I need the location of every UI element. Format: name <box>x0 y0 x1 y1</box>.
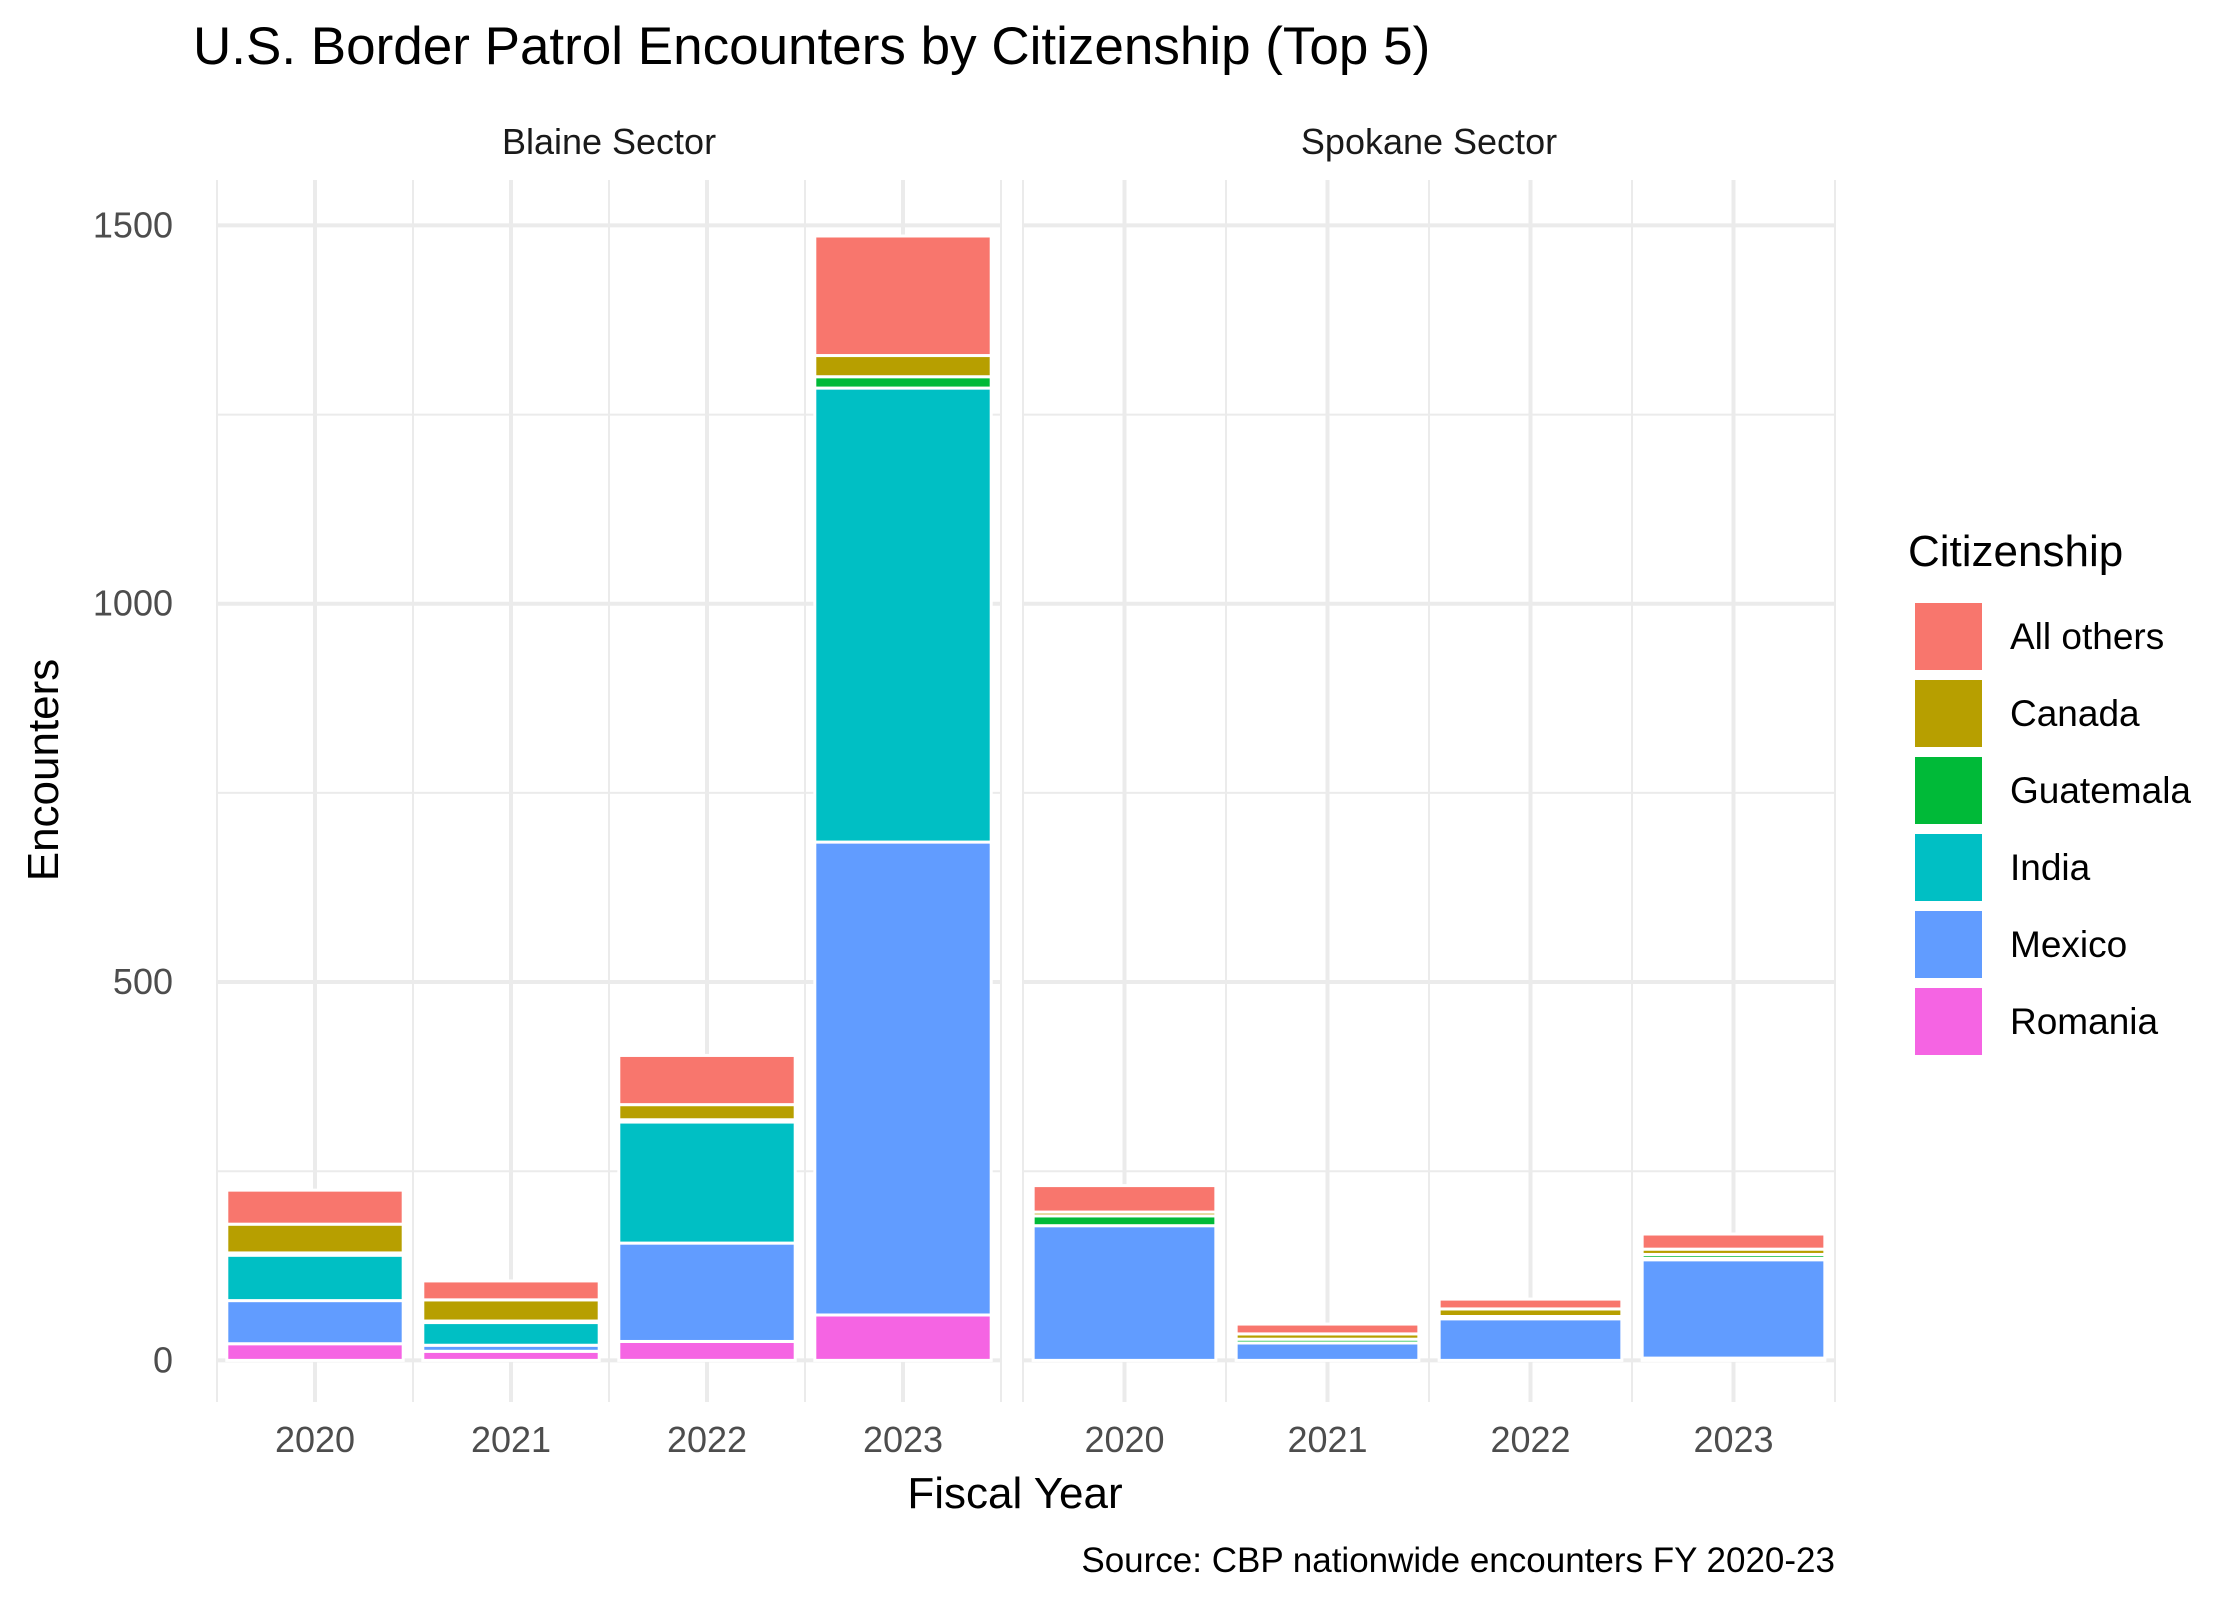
legend-label-all-others: All others <box>2010 616 2164 657</box>
bar-segment-blaine-sector-2020-canada <box>225 1222 405 1255</box>
legend-swatch-guatemala <box>1915 757 1982 824</box>
legend-swatch-romania <box>1915 988 1982 1055</box>
x-tick-label-blaine-sector-2022: 2022 <box>667 1419 747 1460</box>
x-tick-label-spokane-sector-2023: 2023 <box>1693 1419 1773 1460</box>
legend-label-india: India <box>2010 847 2091 888</box>
legend-swatch-india <box>1915 834 1982 901</box>
chart-title: U.S. Border Patrol Encounters by Citizen… <box>193 17 1430 76</box>
legend-swatch-canada <box>1915 680 1982 747</box>
bar-segment-blaine-sector-2021-canada <box>421 1298 601 1323</box>
bar-segment-blaine-sector-2023-guatemala <box>813 375 993 390</box>
bar-segment-blaine-sector-2022-romania <box>617 1339 797 1362</box>
x-tick-label-spokane-sector-2021: 2021 <box>1287 1419 1367 1460</box>
bar-segment-blaine-sector-2020-romania <box>225 1342 405 1362</box>
x-tick-label-blaine-sector-2020: 2020 <box>275 1419 355 1460</box>
legend-label-canada: Canada <box>2010 693 2140 734</box>
bar-segment-blaine-sector-2022-canada <box>617 1103 797 1122</box>
y-axis-title: Encounters <box>19 659 68 882</box>
x-tick-label-blaine-sector-2021: 2021 <box>471 1419 551 1460</box>
legend-swatch-mexico <box>1915 911 1982 978</box>
bar-segment-spokane-sector-2020-mexico <box>1031 1224 1218 1362</box>
bar-segment-blaine-sector-2023-canada <box>813 354 993 379</box>
y-tick-label-1500: 1500 <box>93 204 173 245</box>
facet-label-spokane-sector: Spokane Sector <box>1301 121 1557 162</box>
y-tick-label-0: 0 <box>153 1339 173 1380</box>
bar-segment-spokane-sector-2022-all-others <box>1437 1297 1624 1311</box>
x-tick-label-spokane-sector-2020: 2020 <box>1084 1419 1164 1460</box>
legend-label-romania: Romania <box>2010 1001 2158 1042</box>
bar-segment-spokane-sector-2022-mexico <box>1437 1317 1624 1362</box>
legend-title: Citizenship <box>1908 527 2123 576</box>
x-tick-label-blaine-sector-2023: 2023 <box>863 1419 943 1460</box>
bar-segment-blaine-sector-2020-mexico <box>225 1299 405 1346</box>
y-tick-label-1000: 1000 <box>93 583 173 624</box>
y-tick-label-500: 500 <box>113 961 173 1002</box>
legend-label-guatemala: Guatemala <box>2010 770 2191 811</box>
bar-segment-spokane-sector-2023-mexico <box>1640 1258 1827 1360</box>
bar-segment-blaine-sector-2023-all-others <box>813 234 993 358</box>
x-axis-title: Fiscal Year <box>907 1469 1122 1518</box>
bar-segment-blaine-sector-2022-mexico <box>617 1241 797 1343</box>
bar-segment-blaine-sector-2020-india <box>225 1253 405 1303</box>
bar-segment-blaine-sector-2023-india <box>813 386 993 844</box>
bar-segment-blaine-sector-2021-all-others <box>421 1279 601 1302</box>
bar-segment-blaine-sector-2023-romania <box>813 1313 993 1362</box>
x-tick-label-spokane-sector-2022: 2022 <box>1490 1419 1570 1460</box>
bar-segment-spokane-sector-2021-mexico <box>1234 1341 1421 1362</box>
bar-segment-spokane-sector-2020-all-others <box>1031 1184 1218 1214</box>
bar-segment-blaine-sector-2022-india <box>617 1120 797 1245</box>
bar-segment-blaine-sector-2021-india <box>421 1321 601 1347</box>
facet-label-blaine-sector: Blaine Sector <box>502 121 716 162</box>
chart-caption: Source: CBP nationwide encounters FY 202… <box>1081 1541 1835 1580</box>
bar-segment-blaine-sector-2023-mexico <box>813 840 993 1317</box>
legend-swatch-all-others <box>1915 603 1982 670</box>
bar-segment-blaine-sector-2022-all-others <box>617 1053 797 1107</box>
legend-label-mexico: Mexico <box>2010 924 2127 965</box>
bar-segment-spokane-sector-2021-all-others <box>1234 1322 1421 1336</box>
bar-segment-blaine-sector-2020-all-others <box>225 1188 405 1226</box>
bar-segment-spokane-sector-2023-all-others <box>1640 1232 1827 1251</box>
